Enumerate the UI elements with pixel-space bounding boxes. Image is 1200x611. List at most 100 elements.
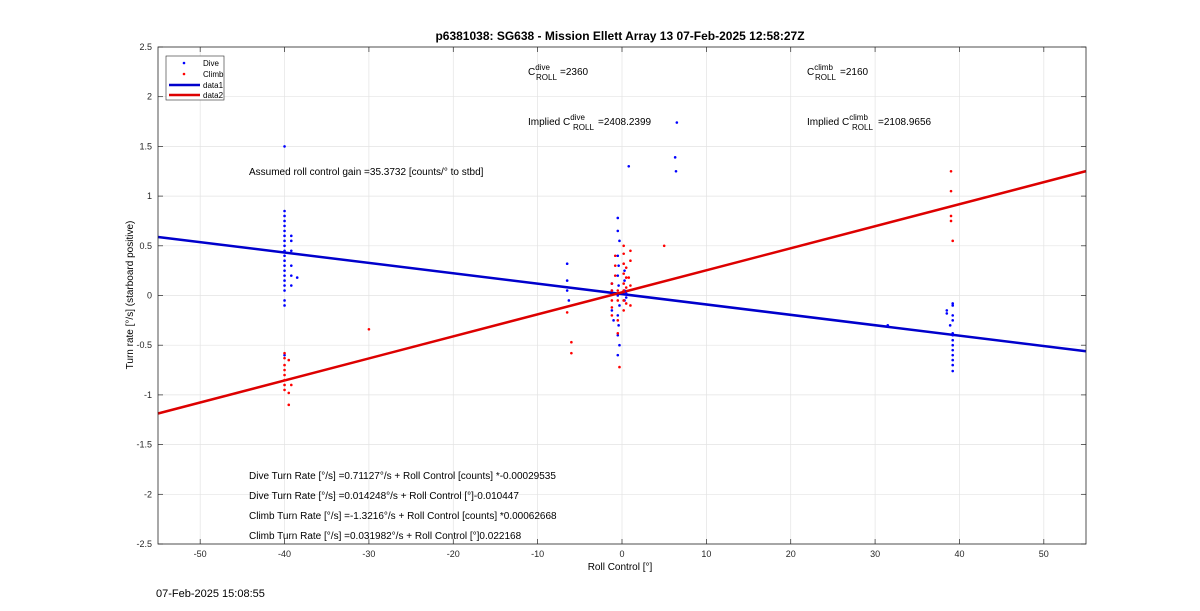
dive-point [283, 299, 286, 302]
legend-box [165, 55, 225, 101]
climb-point [283, 383, 286, 387]
climb-point [283, 368, 286, 372]
x-tick-label: 10 [701, 549, 711, 559]
dive-point [283, 269, 286, 272]
dive-point [295, 276, 299, 279]
dive-point [289, 239, 293, 243]
climb-point [622, 309, 625, 312]
x-tick-label: 40 [954, 549, 964, 559]
y-tick-label: -2 [144, 489, 152, 499]
dive-point [616, 274, 620, 277]
x-tick-label: -30 [362, 549, 375, 559]
climb-point [627, 276, 631, 279]
dive-point [951, 333, 955, 337]
climb-point [622, 262, 625, 265]
dive-point [283, 209, 286, 213]
dive-point [616, 314, 620, 317]
dive-point [616, 216, 620, 220]
dive-point [618, 343, 621, 347]
climb-point [622, 282, 625, 285]
dive-point [617, 284, 620, 287]
y-tick-label: -1 [144, 390, 152, 400]
dive-point [951, 353, 955, 357]
c-dive-annotation: Cdive ROLL =2360 [528, 63, 589, 82]
dive-point [618, 239, 621, 243]
legend-dive-marker [182, 61, 186, 65]
dive-point [886, 324, 890, 327]
dive-point [675, 121, 679, 124]
climb-point [610, 289, 614, 292]
dive-point [951, 302, 955, 305]
x-tick-label: 0 [619, 549, 624, 559]
dive-point [283, 249, 286, 253]
climb-point [610, 299, 614, 302]
dive-point [951, 358, 955, 362]
dive-point [283, 353, 286, 357]
dive-point [951, 369, 955, 373]
y-tick-label: -2.5 [136, 539, 152, 549]
dive-point [612, 319, 615, 322]
dive-point [289, 284, 293, 287]
dive-point [951, 348, 955, 352]
climb-point [610, 282, 614, 285]
climb-point [565, 311, 569, 314]
dive-point [616, 333, 620, 337]
x-tick-label: -50 [194, 549, 207, 559]
climb-point [287, 358, 291, 362]
dive-point [283, 284, 286, 287]
climb-point [949, 214, 953, 218]
legend: Dive Climb data1 data2 [165, 55, 225, 101]
dive-point [617, 324, 620, 327]
climb-point [949, 189, 953, 193]
dive-point [945, 309, 949, 312]
dive-point [567, 299, 571, 302]
implied-dive-annotation: Implied Cdive ROLL =2408.2399 [528, 113, 652, 132]
dive-point [283, 229, 286, 233]
x-tick-label: 30 [870, 549, 880, 559]
fit-lines [157, 169, 1087, 415]
climb-point [613, 274, 617, 277]
footer-timestamp: 07-Feb-2025 15:08:55 [156, 588, 265, 600]
dive-point [283, 234, 286, 238]
climb-point [949, 219, 953, 223]
climb-point [289, 383, 293, 387]
climb-point [629, 249, 632, 253]
dive-point [610, 309, 614, 312]
dive-point [289, 249, 293, 253]
dive-point [283, 145, 286, 148]
climb-point [287, 403, 291, 407]
dive-point [283, 244, 286, 248]
legend-dive-label: Dive [203, 59, 220, 68]
dive-point [951, 331, 955, 335]
x-axis-label: Roll Control [°] [588, 562, 653, 573]
dive-point [289, 264, 293, 267]
climb-point [287, 391, 291, 395]
x-tick-label: 20 [786, 549, 796, 559]
climb-point [622, 272, 625, 275]
dive-point [951, 363, 955, 367]
y-tick-label: -0.5 [136, 340, 152, 350]
dive-point [289, 274, 293, 277]
climb-point [610, 306, 614, 309]
legend-climb-marker [182, 72, 186, 76]
dive-point [673, 156, 677, 159]
climb-equation-counts: Climb Turn Rate [°/s] =-1.3216°/s + Roll… [249, 511, 557, 522]
axis-ticks: -50 -40 -30 -20 -10 0 10 20 30 40 50-2.5-2-1.5-1-0… [136, 42, 1086, 559]
dive-point [948, 324, 952, 327]
climb-point [283, 351, 286, 355]
y-tick-label: 2 [147, 92, 152, 102]
dive-point [565, 279, 569, 282]
y-tick-label: 0.5 [139, 241, 152, 251]
climb-point [622, 289, 625, 292]
dive-point [283, 304, 286, 307]
dive-point [627, 164, 631, 168]
dive-point [289, 234, 293, 238]
y-tick-label: -1.5 [136, 440, 152, 450]
roll-gain-annotation: Assumed roll control gain =35.3732 [coun… [249, 167, 484, 178]
data-points [283, 121, 955, 407]
dive-point [283, 224, 286, 228]
dive-point [618, 304, 621, 307]
dive-equation-degrees: Dive Turn Rate [°/s] =0.014248°/s + Roll… [249, 491, 519, 502]
dive-point [623, 279, 626, 282]
climb-point [629, 259, 632, 263]
